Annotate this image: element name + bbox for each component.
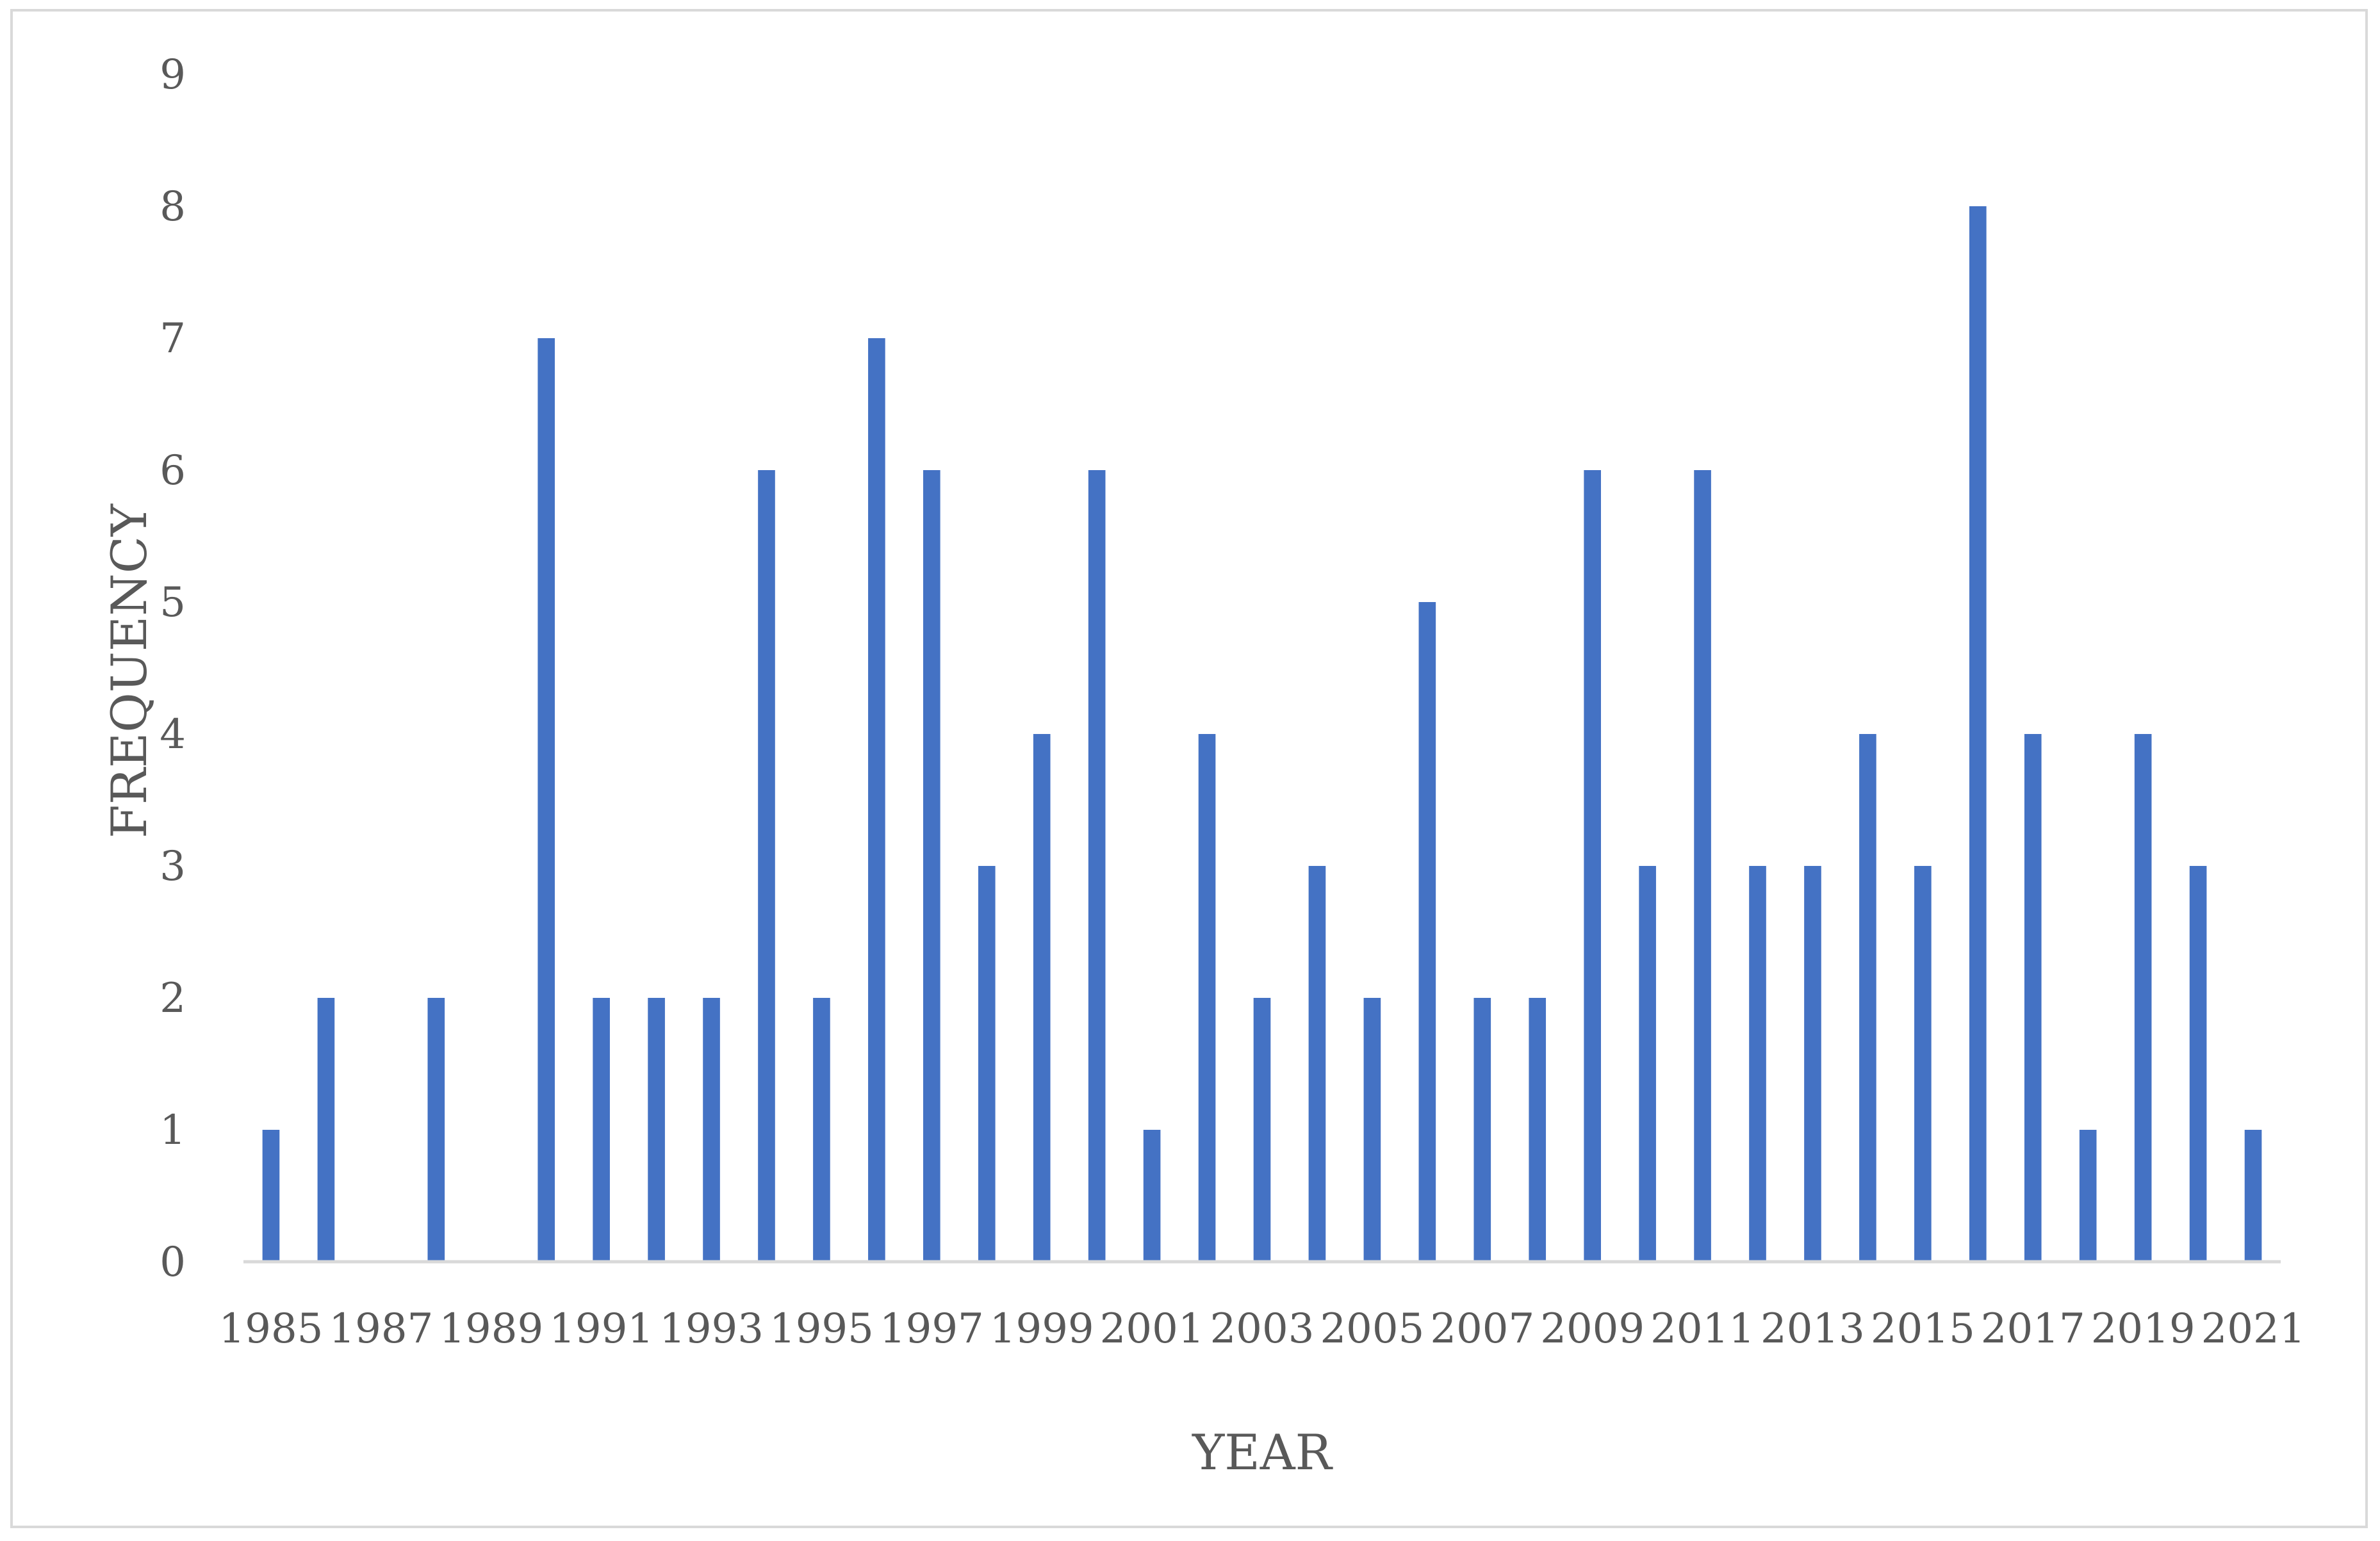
bar-1997 [923, 470, 940, 1262]
y-tick-label: 1 [160, 1107, 186, 1154]
x-tick-label: 2007 [1430, 1305, 1534, 1353]
bar-2016 [1969, 206, 1987, 1262]
x-tick-label: 1997 [880, 1305, 984, 1353]
bar-1990 [538, 338, 555, 1262]
bar-2006 [1418, 602, 1436, 1262]
bar-1985 [262, 1130, 280, 1262]
bar-2014 [1859, 734, 1876, 1262]
x-tick-label: 2003 [1210, 1305, 1315, 1353]
bar-1992 [648, 998, 665, 1262]
bar-2020 [2189, 866, 2207, 1262]
x-tick-label: 2011 [1650, 1305, 1755, 1353]
y-tick-label: 0 [160, 1239, 186, 1286]
y-tick-label: 3 [160, 843, 186, 890]
bar-2017 [2024, 734, 2042, 1262]
y-tick-label: 8 [160, 183, 186, 231]
x-tick-label: 1993 [659, 1305, 764, 1353]
y-tick-label: 2 [160, 975, 186, 1022]
y-tick-label: 6 [160, 447, 186, 494]
x-tick-label: 1989 [439, 1305, 543, 1353]
x-tick-label: 1991 [549, 1305, 653, 1353]
y-tick-label: 4 [160, 711, 186, 758]
bar-1998 [978, 866, 996, 1262]
x-tick-label: 1987 [329, 1305, 433, 1353]
x-tick-label: 1985 [219, 1305, 324, 1353]
y-tick-labels: 0 1 2 3 4 5 6 7 8 9 [160, 51, 186, 1286]
x-tick-label: 2005 [1320, 1305, 1424, 1353]
bar-2015 [1914, 866, 1932, 1262]
bar-2001 [1143, 1130, 1161, 1262]
x-tick-label: 2021 [2201, 1305, 2306, 1353]
bar-2012 [1749, 866, 1766, 1262]
bar-2005 [1363, 998, 1381, 1262]
y-tick-label: 7 [160, 315, 186, 363]
bar-1994 [758, 470, 775, 1262]
bar-2002 [1198, 734, 1216, 1262]
bar-1993 [703, 998, 720, 1262]
x-tick-label: 2017 [1981, 1305, 2085, 1353]
bar-1991 [593, 998, 610, 1262]
bar-1999 [1033, 734, 1051, 1262]
x-tick-labels: 1985 1987 1989 1991 1993 1995 1997 1999 2001 2003… [219, 1305, 2306, 1353]
bar-2018 [2079, 1130, 2097, 1262]
x-tick-label: 2001 [1100, 1305, 1204, 1353]
bar-1996 [868, 338, 885, 1262]
x-tick-label: 1995 [769, 1305, 874, 1353]
bar-1988 [427, 998, 445, 1262]
x-tick-label: 2009 [1540, 1305, 1645, 1353]
bar-2007 [1473, 998, 1491, 1262]
bar-2010 [1639, 866, 1656, 1262]
x-tick-label: 1999 [990, 1305, 1094, 1353]
chart-frame: 0 1 2 3 4 5 6 7 8 9 1985 1987 1989 1991 1993 1995 1997 1… [10, 9, 2368, 1528]
bar-2011 [1694, 470, 1711, 1262]
bar-2009 [1584, 470, 1601, 1262]
y-axis-title: FREQUENCY [101, 503, 158, 838]
x-axis-title: YEAR [1192, 1424, 1334, 1481]
bar-2000 [1088, 470, 1106, 1262]
bar-1986 [317, 998, 335, 1262]
bar-2021 [2244, 1130, 2262, 1262]
bar-2004 [1308, 866, 1326, 1262]
bar-1995 [813, 998, 830, 1262]
bar-2019 [2134, 734, 2152, 1262]
bar-2008 [1529, 998, 1547, 1262]
bar-2013 [1804, 866, 1821, 1262]
x-tick-label: 2013 [1760, 1305, 1865, 1353]
bar-chart: 0 1 2 3 4 5 6 7 8 9 1985 1987 1989 1991 1993 1995 1997 1… [101, 51, 2306, 1481]
x-tick-label: 2015 [1871, 1305, 1975, 1353]
bars-group [262, 206, 2262, 1262]
y-tick-label: 9 [160, 51, 186, 99]
x-tick-label: 2019 [2091, 1305, 2195, 1353]
bar-2003 [1253, 998, 1271, 1262]
y-tick-label: 5 [160, 579, 186, 626]
